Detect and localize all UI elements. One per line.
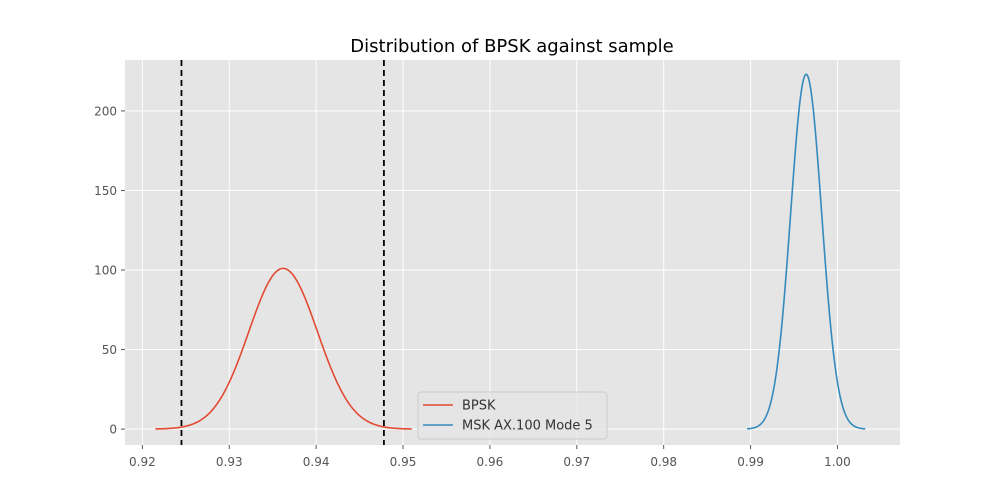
legend-box	[417, 391, 608, 440]
legend: BPSK MSK AX.100 Mode 5	[417, 391, 608, 440]
chart-title: Distribution of BPSK against sample	[350, 36, 673, 57]
legend-label-msk: MSK AX.100 Mode 5	[462, 419, 593, 434]
x-tick-label: 0.99	[737, 455, 764, 469]
x-tick-label: 0.97	[563, 455, 590, 469]
y-tick-label: 200	[94, 104, 117, 118]
reference-lines	[180, 60, 385, 445]
series-lines	[155, 73, 866, 430]
x-tick-label: 0.93	[216, 455, 243, 469]
x-tick-label: 0.95	[390, 455, 417, 469]
x-tick-label: 0.92	[129, 455, 156, 469]
x-tick-label: 0.96	[477, 455, 504, 469]
y-axis-ticks: 0 50 100 150 200	[94, 104, 125, 437]
x-tick-label: 1.00	[824, 455, 851, 469]
x-tick-label: 0.98	[650, 455, 677, 469]
y-tick-label: 100	[94, 264, 117, 278]
y-tick-label: 50	[102, 343, 117, 357]
x-tick-label: 0.94	[303, 455, 330, 469]
series-line-bpsk	[155, 267, 412, 430]
x-axis-ticks: 0.92 0.93 0.94 0.95 0.96 0.97 0.98 0.99 1.00	[129, 445, 851, 469]
plot-area	[125, 60, 900, 445]
y-tick-label: 0	[109, 423, 117, 437]
y-tick-label: 150	[94, 184, 117, 198]
series-line-msk	[746, 73, 866, 430]
legend-label-bpsk: BPSK	[462, 399, 496, 414]
